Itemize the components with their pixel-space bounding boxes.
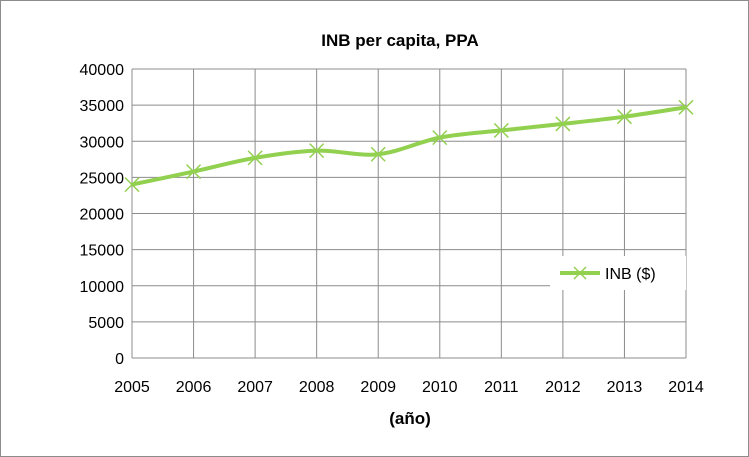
data-point-marker — [555, 116, 571, 132]
x-tick-label: 2005 — [114, 379, 150, 396]
x-tick-label: 2010 — [422, 379, 458, 396]
data-point-marker — [493, 122, 509, 138]
data-point-marker — [309, 143, 325, 159]
x-tick-label: 2011 — [484, 379, 519, 396]
x-tick-label: 2008 — [299, 379, 335, 396]
data-point-marker — [370, 146, 386, 162]
y-tick-label: 35000 — [80, 98, 125, 115]
x-tick-label: 2007 — [237, 379, 273, 396]
series-line — [131, 105, 687, 187]
series-group — [124, 99, 694, 193]
x-tick-label: 2006 — [176, 379, 212, 396]
data-point-marker — [247, 150, 263, 166]
legend-marker-x — [573, 266, 587, 280]
y-tick-label: 30000 — [80, 134, 125, 151]
data-point-marker — [616, 109, 632, 125]
grid — [131, 68, 687, 359]
chart-title: INB per capita, PPA — [321, 31, 478, 50]
data-point-marker — [186, 164, 202, 180]
y-tick-label: 5000 — [88, 315, 124, 332]
y-axis-ticks: 0 5000 10000 15000 20000 25000 30000 35000 40000 — [80, 62, 125, 368]
x-tick-label: 2013 — [607, 379, 643, 396]
y-tick-label: 0 — [115, 351, 124, 368]
y-tick-label: 15000 — [80, 243, 125, 260]
y-tick-label: 10000 — [80, 279, 125, 296]
data-point-marker — [678, 99, 694, 115]
x-tick-label: 2009 — [360, 379, 396, 396]
x-tick-label: 2012 — [545, 379, 581, 396]
y-tick-label: 40000 — [80, 62, 125, 79]
data-point-marker — [432, 130, 448, 146]
x-axis-ticks: 2005 2006 2007 2008 2009 2010 2011 2012 2013 2014 — [114, 379, 704, 396]
legend-label: INB ($) — [605, 266, 656, 283]
y-tick-label: 25000 — [80, 170, 125, 187]
legend: INB ($) — [550, 256, 686, 290]
x-axis-label: (año) — [389, 409, 431, 428]
y-tick-label: 20000 — [80, 207, 125, 224]
data-point-marker — [124, 177, 140, 193]
x-tick-label: 2014 — [668, 379, 704, 396]
